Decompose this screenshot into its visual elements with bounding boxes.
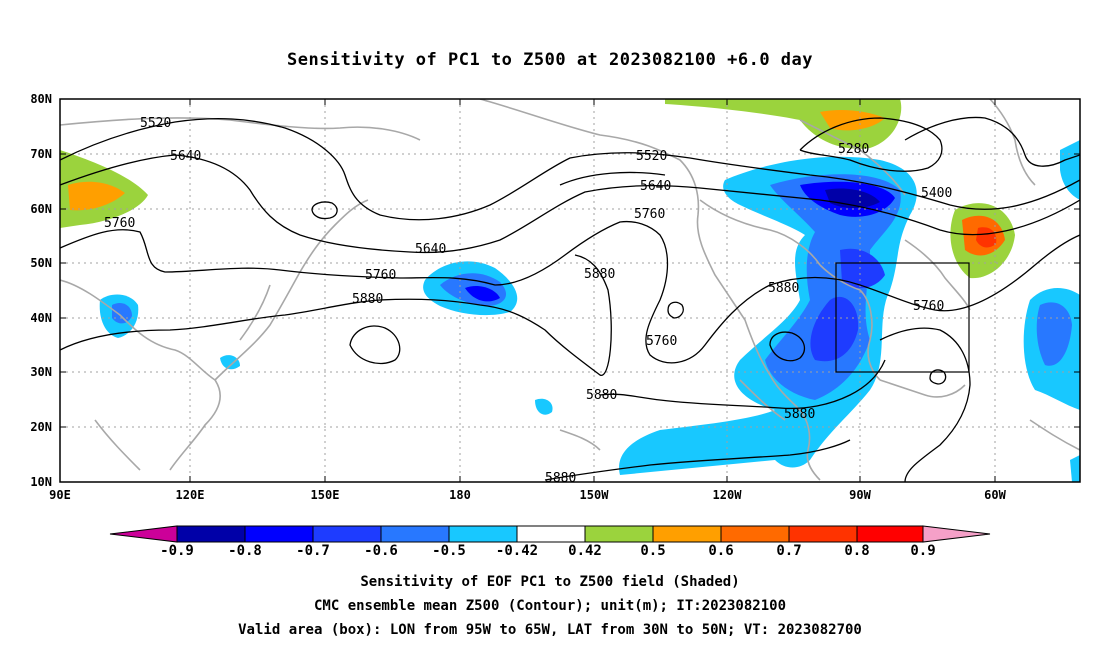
shade-positive-north-core xyxy=(820,110,885,131)
colorbar-bin-7 xyxy=(652,525,722,543)
clabel-9: 5880 xyxy=(584,267,615,282)
lat-label-30n: 30N xyxy=(30,365,52,379)
clabel-2: 5760 xyxy=(104,216,135,231)
colorbar-bin-0 xyxy=(176,525,246,543)
contour-5880-bottom xyxy=(544,439,851,481)
colorbar-label-10: 0.8 xyxy=(844,543,870,559)
colorbar-bin-3 xyxy=(380,525,450,543)
clabel-15: 5400 xyxy=(921,186,952,201)
lat-label-80n: 80N xyxy=(30,92,52,106)
map-background xyxy=(60,99,1080,482)
lon-label-90e: 90E xyxy=(49,488,71,502)
lon-label-180: 180 xyxy=(449,488,471,502)
shade-negative-pacific-core xyxy=(465,286,500,302)
clabel-8: 5760 xyxy=(634,207,665,222)
colorbar-label-8: 0.6 xyxy=(708,543,734,559)
colorbar-label-1: -0.8 xyxy=(228,543,262,559)
shaded-sensitivity xyxy=(60,99,1080,482)
shade-negative-south-east xyxy=(1070,455,1080,482)
contour-5880-south xyxy=(599,359,886,410)
colorbar-right-arrow xyxy=(922,525,991,543)
lon-label-150w: 150W xyxy=(579,488,609,502)
caption-line-1: Sensitivity of EOF PC1 to Z500 field (Sh… xyxy=(360,574,740,590)
contour-5640-pacific-north xyxy=(559,171,666,186)
lat-label-70n: 70N xyxy=(30,147,52,161)
shade-positive-east-inner xyxy=(976,227,997,248)
contour-5880-atl-ring xyxy=(929,369,947,385)
colorbar-label-5: -0.42 xyxy=(495,543,539,559)
contour-5640-west xyxy=(60,154,1080,254)
clabel-14: 5280 xyxy=(838,142,869,157)
lat-label-40n: 40N xyxy=(30,311,52,325)
colorbar-label-6: 0.42 xyxy=(568,543,602,559)
lon-label-120e: 120E xyxy=(175,488,205,502)
contour-5880-gulf xyxy=(769,331,806,362)
colorbar-label-9: 0.7 xyxy=(776,543,802,559)
clabel-12: 5880 xyxy=(586,388,617,403)
shade-negative-small2 xyxy=(535,398,553,415)
colorbar-bin-10 xyxy=(856,525,924,543)
lat-label-60n: 60N xyxy=(30,202,52,216)
coastlines xyxy=(60,99,1080,481)
colorbar-label-11: 0.9 xyxy=(910,543,936,559)
colorbar-bin-8 xyxy=(720,525,790,543)
shade-negative-band-mid xyxy=(765,174,901,400)
contour-5280 xyxy=(799,117,943,172)
contour-5520-west xyxy=(60,117,1080,221)
lat-label-10n: 10N xyxy=(30,475,52,489)
colorbar-label-0: -0.9 xyxy=(160,543,194,559)
caption-line-2: CMC ensemble mean Z500 (Contour); unit(m… xyxy=(313,598,786,614)
clabel-0: 5520 xyxy=(140,116,171,131)
shade-negative-band-core2 xyxy=(810,296,859,362)
clabel-7: 5640 xyxy=(640,179,671,194)
colorbar-bin-4 xyxy=(448,525,518,543)
contour-5880-east-arc xyxy=(879,327,971,482)
colorbar-left-arrow xyxy=(109,525,178,543)
clabel-13: 5880 xyxy=(784,407,815,422)
colorbar-bin-1 xyxy=(244,525,314,543)
graticule xyxy=(60,99,1080,482)
clabel-16: 5760 xyxy=(913,299,944,314)
shade-negative-east-edge xyxy=(1060,140,1080,200)
colorbar-label-7: 0.5 xyxy=(640,543,666,559)
clabel-4: 5760 xyxy=(365,268,396,283)
map-frame xyxy=(59,98,1081,483)
clabel-10: 5760 xyxy=(646,334,677,349)
valid-area-box xyxy=(835,262,970,373)
lon-label-90w: 90W xyxy=(849,488,871,502)
clabel-11: 5880 xyxy=(768,281,799,296)
shade-negative-small1 xyxy=(220,355,240,370)
tick-marks xyxy=(60,98,1080,482)
contour-5400 xyxy=(904,116,1080,167)
lon-label-120w: 120W xyxy=(712,488,742,502)
lon-label-150e: 150E xyxy=(310,488,340,502)
lon-label-60w: 60W xyxy=(984,488,1006,502)
colorbar-bin-5 xyxy=(516,525,586,543)
clabel-17: 5880 xyxy=(545,471,576,486)
shade-positive-west-core xyxy=(68,181,125,211)
caption-line-3: Valid area (box): LON from 95W to 65W, L… xyxy=(238,622,862,638)
clabel-3: 5640 xyxy=(415,242,446,257)
colorbar-label-3: -0.6 xyxy=(364,543,398,559)
clabel-1: 5640 xyxy=(170,149,201,164)
colorbar xyxy=(109,525,991,543)
colorbar-label-4: -0.5 xyxy=(432,543,466,559)
colorbar-bin-6 xyxy=(584,525,654,543)
clabel-5: 5880 xyxy=(352,292,383,307)
lat-label-20n: 20N xyxy=(30,420,52,434)
colorbar-label-2: -0.7 xyxy=(296,543,330,559)
colorbar-bin-9 xyxy=(788,525,858,543)
contour-5760-west xyxy=(60,220,1080,364)
lat-label-50n: 50N xyxy=(30,256,52,270)
map-title: Sensitivity of PC1 to Z500 at 2023082100… xyxy=(286,50,813,70)
contour-5760-low xyxy=(667,301,684,319)
colorbar-bin-2 xyxy=(312,525,382,543)
z500-contours xyxy=(60,116,1080,482)
contour-5880-pacific-low xyxy=(349,325,401,365)
contour-5820-small-ring xyxy=(311,201,338,220)
clabel-6: 5520 xyxy=(636,149,667,164)
shade-negative-band-core3 xyxy=(840,248,885,289)
contour-5880-west xyxy=(60,254,612,376)
